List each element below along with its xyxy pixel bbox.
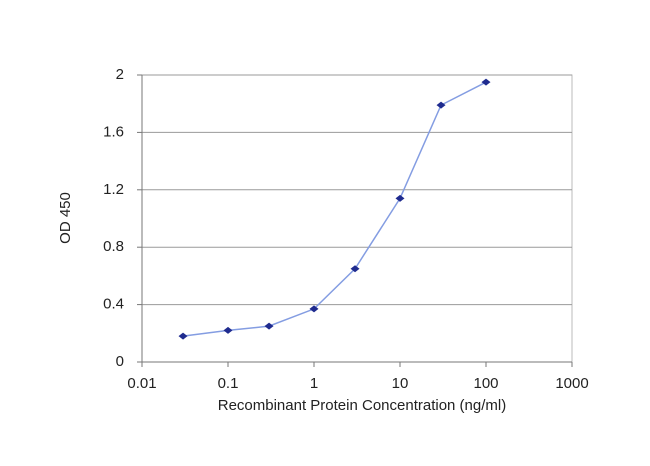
x-tick-label: 10: [392, 375, 409, 392]
data-point: [223, 326, 233, 334]
data-point: [178, 332, 188, 340]
data-point: [436, 101, 446, 109]
y-tick-label: 1.6: [103, 123, 124, 140]
data-point: [350, 265, 360, 273]
data-point: [481, 78, 491, 86]
x-tick-label: 1000: [555, 375, 588, 392]
data-line: [182, 81, 487, 337]
y-tick-label: 0: [116, 353, 124, 370]
x-tick-label: 0.01: [127, 375, 156, 392]
x-tick-label: 100: [473, 375, 498, 392]
y-axis-label: OD 450: [57, 192, 74, 244]
plot-frame: [141, 74, 573, 363]
data-point: [309, 305, 319, 313]
y-tick-label: 0.4: [103, 296, 124, 313]
x-tick-label: 0.1: [218, 375, 239, 392]
data-point: [264, 322, 274, 330]
x-tick-label: 1: [310, 375, 318, 392]
data-point: [395, 194, 405, 202]
x-axis-label: Recombinant Protein Concentration (ng/ml…: [218, 397, 506, 414]
y-tick-label: 0.8: [103, 238, 124, 255]
y-tick-label: 1.2: [103, 181, 124, 198]
y-tick-label: 2: [116, 66, 124, 83]
